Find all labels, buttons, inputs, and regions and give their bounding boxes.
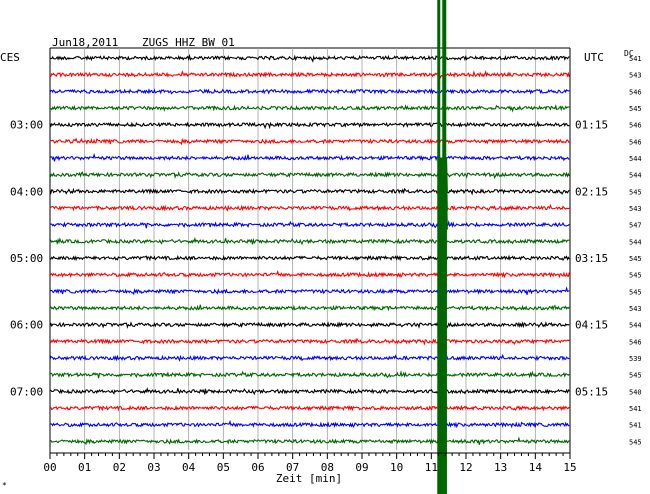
dc-offset-value: 546 xyxy=(629,122,642,130)
dc-offset-value: 544 xyxy=(629,172,642,180)
x-axis-title: Zeit [min] xyxy=(276,472,342,485)
x-tick-label: 01 xyxy=(78,461,91,474)
x-tick-label: 11 xyxy=(425,461,438,474)
left-time-label: 05:00 xyxy=(10,252,43,265)
seismic-trace xyxy=(49,203,570,212)
x-tick-label: 08 xyxy=(321,461,334,474)
dc-offset-value: 544 xyxy=(629,238,642,246)
dc-offset-value: 543 xyxy=(629,205,642,213)
left-time-label: 03:00 xyxy=(10,119,43,132)
trace-layer xyxy=(49,53,570,446)
seismic-trace xyxy=(49,419,570,429)
x-tick-label: 04 xyxy=(182,461,196,474)
dc-offset-value: 543 xyxy=(629,305,642,313)
left-time-label: 06:00 xyxy=(10,319,43,332)
x-tick-label: 15 xyxy=(563,461,576,474)
dc-offset-value: 545 xyxy=(629,188,642,196)
x-tick-label: 05 xyxy=(217,461,230,474)
dc-offset-value: 541 xyxy=(629,55,642,63)
dc-offset-value: 541 xyxy=(629,422,642,430)
dc-offset-value: 544 xyxy=(629,322,642,330)
x-tick-label: 13 xyxy=(494,461,507,474)
right-time-label: 03:15 xyxy=(575,252,608,265)
event-waveform xyxy=(437,186,448,230)
x-tick-label: 02 xyxy=(113,461,126,474)
dc-offset-value: 545 xyxy=(629,288,642,296)
seismic-trace xyxy=(49,137,570,146)
seismic-trace xyxy=(49,436,570,446)
seismic-trace xyxy=(49,404,570,412)
right-time-label: 04:15 xyxy=(575,319,608,332)
station-name: ZUGS HHZ BW 01 xyxy=(142,36,235,49)
recording-date: Jun18,2011 xyxy=(52,36,118,49)
dc-offset-value: 539 xyxy=(629,355,642,363)
dc-offset-value: 545 xyxy=(629,372,642,380)
seismic-trace xyxy=(49,171,570,180)
seismic-trace xyxy=(49,337,570,346)
seismic-trace xyxy=(49,103,570,113)
seismic-trace xyxy=(49,152,570,162)
dc-offset-value: 541 xyxy=(629,405,642,413)
seismic-trace xyxy=(49,304,570,312)
left-time-label: 07:00 xyxy=(10,385,43,398)
seismic-trace xyxy=(49,254,570,262)
dc-offset-value: 547 xyxy=(629,222,642,230)
x-tick-label: 06 xyxy=(251,461,264,474)
seismic-trace xyxy=(49,70,570,79)
dc-offset-header: DC xyxy=(624,49,634,58)
seismic-trace xyxy=(49,370,570,379)
right-timezone-label: UTC xyxy=(584,51,604,64)
seismic-trace xyxy=(49,220,570,229)
right-time-label: 02:15 xyxy=(575,185,608,198)
dc-offset-value: 545 xyxy=(629,105,642,113)
corner-mark: * xyxy=(2,481,7,490)
seismic-trace xyxy=(49,187,570,196)
seismic-trace xyxy=(49,321,570,330)
right-time-label: 05:15 xyxy=(575,385,608,398)
x-tick-label: 07 xyxy=(286,461,299,474)
seismic-trace xyxy=(49,120,570,130)
x-tick-label: 09 xyxy=(355,461,368,474)
time-labels: 541 543 546 545 546 546 544 544 545 543 547 544 545 5… xyxy=(10,55,642,446)
x-tick-label: 00 xyxy=(43,461,56,474)
x-axis: 00 01 02 03 04 05 06 07 08 09 10 11 12 13 14 15 xyxy=(43,452,577,474)
seismic-trace xyxy=(49,269,570,279)
left-timezone-label: CES xyxy=(0,51,20,64)
right-time-label: 01:15 xyxy=(575,119,608,132)
left-time-label: 04:00 xyxy=(10,185,43,198)
dc-offset-value: 545 xyxy=(629,272,642,280)
seismic-trace xyxy=(49,53,570,63)
seismic-trace xyxy=(49,286,570,296)
dc-offset-value: 545 xyxy=(629,438,642,446)
seismic-trace xyxy=(49,353,570,362)
dc-offset-value: 544 xyxy=(629,155,642,163)
dc-offset-value: 546 xyxy=(629,138,642,146)
x-tick-label: 12 xyxy=(459,461,472,474)
seismic-trace xyxy=(49,386,570,396)
x-tick-label: 14 xyxy=(529,461,543,474)
seismic-trace xyxy=(49,88,570,95)
grid-layer xyxy=(49,47,571,453)
dc-offset-value: 543 xyxy=(629,72,642,80)
x-tick-label: 10 xyxy=(390,461,403,474)
dc-offset-value: 546 xyxy=(629,338,642,346)
dc-offset-value: 545 xyxy=(629,255,642,263)
event-layer xyxy=(437,0,448,494)
dc-offset-value: 540 xyxy=(629,388,642,396)
event-saturation-band xyxy=(438,208,447,494)
dc-offset-value: 546 xyxy=(629,88,642,96)
x-tick-label: 03 xyxy=(147,461,160,474)
seismic-trace xyxy=(49,236,570,246)
